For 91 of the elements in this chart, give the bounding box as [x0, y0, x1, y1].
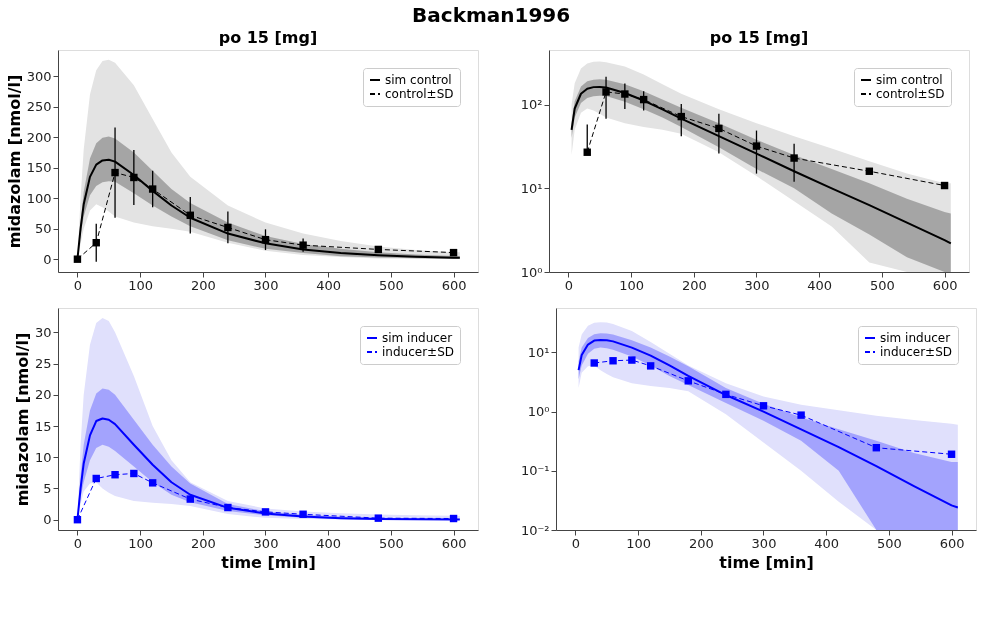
y-tick-label: 200 [26, 129, 52, 145]
point [130, 469, 138, 478]
x-tick-label: 600 [441, 277, 467, 293]
point [224, 503, 232, 512]
point [722, 390, 730, 399]
point [130, 173, 138, 182]
x-tick-label: 100 [626, 535, 652, 551]
y-tick-label: 10⁻¹ [520, 463, 550, 479]
y-tick-label: 0 [43, 251, 52, 267]
x-tick-label: 600 [939, 535, 965, 551]
point [73, 255, 82, 263]
y-tick-label: 0 [43, 512, 52, 528]
legend-label: sim control [876, 73, 943, 87]
legend-label: sim control [385, 73, 452, 87]
x-tick-label: 100 [619, 277, 645, 293]
y-tick-label: 10¹ [527, 344, 550, 360]
legend-label: control±SD [876, 87, 945, 101]
x-tick-label: 0 [73, 535, 83, 551]
x-tick-label: 500 [869, 277, 895, 293]
point [186, 495, 194, 503]
x-tick-label: 600 [441, 535, 467, 551]
point [299, 510, 307, 518]
point [224, 223, 232, 232]
x-tick-label: 200 [688, 535, 714, 551]
x-tick-label: 300 [751, 535, 777, 551]
point [646, 362, 655, 370]
point [715, 124, 723, 133]
y-tick-label: 100 [26, 190, 52, 206]
x-tick-label: 500 [378, 535, 404, 551]
x-tick-label: 600 [932, 277, 958, 293]
y-tick-label: 300 [26, 68, 52, 84]
point [590, 359, 598, 367]
legend-label: sim inducer [382, 331, 453, 345]
x-axis-title: time [min] [221, 552, 316, 572]
x-tick-label: 400 [316, 535, 342, 551]
point [148, 185, 157, 193]
point [261, 508, 270, 516]
y-tick-label: 10¹ [520, 180, 543, 196]
x-tick-label: 400 [316, 277, 342, 293]
y-tick-label: 250 [26, 99, 52, 115]
legend-label: inducer±SD [382, 345, 454, 359]
x-tick-label: 0 [73, 277, 83, 293]
y-axis-title: midazolam [nmol/l] [12, 332, 32, 507]
y-tick-label: 30 [34, 324, 52, 340]
point [111, 168, 119, 177]
point [790, 154, 798, 162]
chart-subtitle: po 15 [mg] [709, 28, 809, 47]
x-tick-label: 500 [378, 277, 404, 293]
x-tick-label: 400 [807, 277, 833, 293]
y-axis-title: midazolam [nmol/l] [4, 74, 24, 249]
x-tick-label: 300 [253, 535, 279, 551]
y-tick-label: 5 [43, 480, 52, 496]
y-tick-label: 10⁰ [527, 404, 550, 420]
x-tick-label: 300 [744, 277, 770, 293]
y-tick-label: 10² [520, 97, 543, 113]
y-tick-label: 150 [26, 160, 52, 176]
point [628, 356, 636, 364]
x-tick-label: 100 [128, 277, 154, 293]
point [621, 90, 629, 98]
y-tick-label: 15 [34, 418, 52, 434]
y-tick-label: 10⁰ [520, 264, 543, 280]
point [111, 471, 119, 479]
legend-label: sim inducer [880, 331, 951, 345]
legend-label: inducer±SD [880, 345, 952, 359]
point [609, 357, 617, 365]
point [752, 142, 761, 150]
y-tick-label: 20 [34, 387, 52, 403]
point [684, 377, 692, 385]
y-tick-label: 10⁻² [520, 522, 550, 538]
x-tick-label: 400 [814, 535, 840, 551]
point [797, 411, 805, 419]
x-tick-label: 300 [253, 277, 279, 293]
x-tick-label: 500 [876, 535, 902, 551]
point [299, 241, 307, 249]
x-tick-label: 200 [190, 535, 216, 551]
point [148, 479, 157, 487]
legend-label: control±SD [385, 87, 454, 101]
y-tick-label: 10 [34, 449, 52, 465]
chart-subtitle: po 15 [mg] [218, 28, 318, 47]
x-tick-label: 200 [681, 277, 707, 293]
x-tick-label: 100 [128, 535, 154, 551]
point [602, 88, 610, 96]
x-tick-label: 0 [564, 277, 574, 293]
point [759, 402, 768, 410]
x-tick-label: 200 [190, 277, 216, 293]
x-axis-title: time [min] [719, 552, 814, 572]
point [374, 514, 383, 522]
chart-title: Backman1996 [412, 2, 571, 27]
x-tick-label: 0 [571, 535, 581, 551]
y-tick-label: 25 [34, 356, 52, 372]
y-tick-label: 50 [34, 221, 52, 237]
